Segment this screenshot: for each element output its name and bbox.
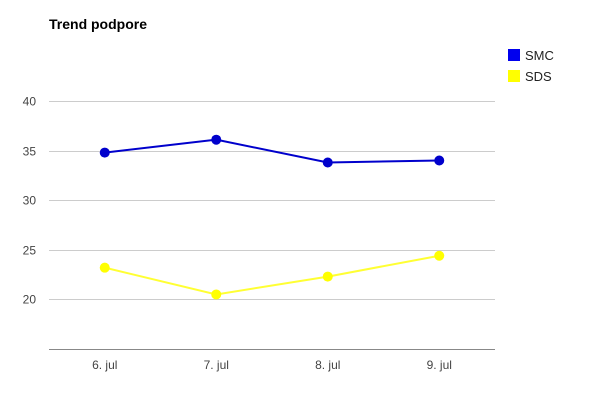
data-point-sds xyxy=(211,289,222,300)
data-point-smc xyxy=(322,157,333,168)
legend-swatch-smc xyxy=(508,49,520,61)
y-tick-label: 30 xyxy=(23,194,37,208)
x-tick-label: 6. jul xyxy=(92,358,117,372)
y-tick-label: 25 xyxy=(23,244,37,258)
y-axis-ticks: 20 25 30 35 40 xyxy=(23,95,37,307)
series-line-smc xyxy=(104,138,440,164)
legend-label-sds: SDS xyxy=(525,69,552,84)
data-point-smc xyxy=(434,155,445,166)
chart-title: Trend podpore xyxy=(49,16,147,32)
y-tick-label: 35 xyxy=(23,145,37,159)
data-point-smc xyxy=(99,147,110,158)
x-axis-ticks: 6. jul 7. jul 8. jul 9. jul xyxy=(92,358,452,372)
series-line-sds xyxy=(104,254,440,296)
x-tick-label: 9. jul xyxy=(427,358,452,372)
x-tick-label: 8. jul xyxy=(315,358,340,372)
legend: SMC SDS xyxy=(508,48,554,84)
gridlines xyxy=(49,101,495,300)
data-point-sds xyxy=(99,262,110,273)
x-tick-label: 7. jul xyxy=(204,358,229,372)
data-point-sds xyxy=(322,271,333,282)
data-point-smc xyxy=(211,134,222,145)
series-group xyxy=(99,134,445,300)
data-point-sds xyxy=(434,250,445,261)
legend-swatch-sds xyxy=(508,70,520,82)
legend-label-smc: SMC xyxy=(525,48,554,63)
y-tick-label: 40 xyxy=(23,95,37,109)
y-tick-label: 20 xyxy=(23,293,37,307)
